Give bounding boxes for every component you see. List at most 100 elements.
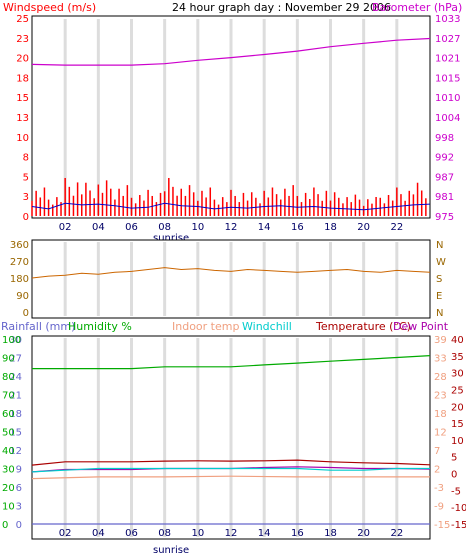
temperature-inner-tick-label: 12 (434, 428, 447, 439)
legend-dew-point: Dew Point (393, 320, 449, 333)
legend-humidity: Humidity % (68, 320, 132, 333)
temperature-outer-tick-label: -5 (451, 486, 461, 497)
humidity-line (32, 355, 431, 370)
rainfall-tick-label: 15 (9, 428, 22, 439)
barometer-axis-title: Barometer (hPa) (372, 1, 462, 14)
hour-tick-label: 14 (258, 222, 271, 233)
windspeed-tick-label: 13 (16, 113, 29, 124)
sunrise-label-1: sunrise (153, 233, 189, 244)
hour-tick-label: 06 (125, 222, 138, 233)
humidity-tick-label: 70 (2, 391, 15, 402)
humidity-tick-label: 0 (2, 520, 8, 531)
hour-tick-label: 02 (59, 528, 72, 539)
direction-degree-label: 180 (10, 274, 29, 285)
windspeed-tick-label: 20 (16, 54, 29, 65)
temperature-outer-tick-label: 35 (451, 352, 464, 363)
temperature-line (31, 459, 431, 466)
barometer-tick-label: 1004 (435, 113, 460, 124)
hour-tick-label: 08 (158, 528, 171, 539)
panel3-grid (63, 338, 399, 537)
temperature-axis-inner: -15 -9 -3 2 7 12 18 23 28 33 39 (434, 335, 450, 531)
humidity-tick-label: 100 (2, 335, 21, 346)
temperature-outer-tick-label: -10 (451, 503, 466, 514)
hour-tick-label: 10 (191, 222, 204, 233)
temperature-inner-tick-label: -9 (434, 502, 444, 513)
rainfall-tick-label: 21 (9, 391, 22, 402)
barometer-tick-label: 992 (435, 153, 454, 164)
windspeed-tick-label: 25 (16, 14, 29, 25)
hour-tick-label: 12 (225, 528, 238, 539)
temperature-inner-tick-label: 18 (434, 409, 447, 420)
hour-tick-label: 20 (357, 528, 370, 539)
rainfall-tick-label: 27 (9, 354, 22, 365)
windspeed-tick-label: 5 (23, 172, 29, 183)
indoor-temp-line (31, 475, 430, 480)
wind-direction-line (31, 267, 431, 279)
rainfall-tick-label: 24 (9, 372, 22, 383)
humidity-tick-label: 80 (2, 372, 15, 383)
sunrise-label-3: sunrise (153, 545, 189, 556)
windspeed-tick-label: 0 (23, 212, 29, 223)
barometer-axis: 975 981 987 992 998 1004 1010 1015 1021 1027 1033 (435, 14, 460, 223)
hour-tick-label: 18 (324, 528, 337, 539)
windchill-line (31, 467, 430, 473)
windspeed-tick-label: 18 (16, 73, 29, 84)
windspeed-axis-title: Windspeed (m/s) (3, 1, 96, 14)
rainfall-tick-label: 18 (9, 409, 22, 420)
rainfall-axis: 0 3 6 9 12 15 18 21 24 27 30 (9, 335, 22, 531)
temperature-inner-tick-label: 39 (434, 335, 447, 346)
direction-compass-label: E (436, 291, 442, 302)
humidity-tick-label: 20 (2, 483, 15, 494)
direction-compass-label: S (436, 274, 442, 285)
barometer-tick-label: 1027 (435, 34, 460, 45)
humidity-tick-label: 30 (2, 465, 15, 476)
direction-compass-label: N (436, 308, 443, 319)
temperature-inner-tick-label: 33 (434, 354, 447, 365)
temperature-outer-tick-label: 30 (451, 369, 464, 380)
hour-tick-label: 06 (125, 528, 138, 539)
temperature-outer-tick-label: 10 (451, 436, 464, 447)
hour-tick-label: 14 (258, 528, 271, 539)
direction-degree-axis: 360 270 180 90 0 (10, 240, 29, 319)
panel3-hour-ticks: 02 04 06 08 10 12 14 16 18 20 22 (59, 528, 403, 539)
temperature-inner-tick-label: -15 (434, 520, 450, 531)
direction-degree-label: 0 (23, 308, 29, 319)
humidity-tick-label: 10 (2, 502, 15, 513)
barometer-tick-label: 975 (435, 212, 454, 223)
direction-degree-label: 90 (16, 291, 29, 302)
windspeed-tick-label: 8 (23, 153, 29, 164)
rainfall-tick-label: 30 (9, 335, 22, 346)
hour-tick-label: 22 (390, 528, 403, 539)
temperature-outer-tick-label: -15 (451, 520, 466, 531)
humidity-tick-label: 60 (2, 409, 15, 420)
legend-temperature: Temperature (°C) (315, 320, 411, 333)
humidity-tick-label: 50 (2, 428, 15, 439)
windspeed-gust-bars (31, 177, 427, 216)
hour-tick-label: 10 (191, 528, 204, 539)
chart-title: 24 hour graph day : November 29 2006 (172, 1, 391, 14)
barometer-line (31, 37, 431, 66)
windspeed-line (31, 202, 431, 211)
hour-tick-label: 12 (225, 222, 238, 233)
temperature-outer-tick-label: 15 (451, 419, 464, 430)
temperature-inner-tick-label: -3 (434, 483, 444, 494)
temperature-inner-tick-label: 28 (434, 372, 447, 383)
hour-tick-label: 04 (92, 528, 105, 539)
temperature-outer-tick-label: 40 (451, 335, 464, 346)
temperature-axis-outer: -15 -10 -5 0 5 10 15 20 25 30 35 40 (451, 335, 466, 531)
temperature-outer-tick-label: 25 (451, 385, 464, 396)
rainfall-tick-label: 12 (9, 446, 22, 457)
hour-tick-label: 16 (291, 528, 304, 539)
temperature-outer-tick-label: 0 (451, 470, 457, 481)
barometer-tick-label: 1021 (435, 54, 460, 65)
direction-degree-label: 270 (10, 257, 29, 268)
legend-rainfall: Rainfall (mm) (1, 320, 75, 333)
barometer-tick-label: 1010 (435, 93, 460, 104)
hour-tick-label: 02 (59, 222, 72, 233)
direction-degree-label: 360 (10, 240, 29, 251)
